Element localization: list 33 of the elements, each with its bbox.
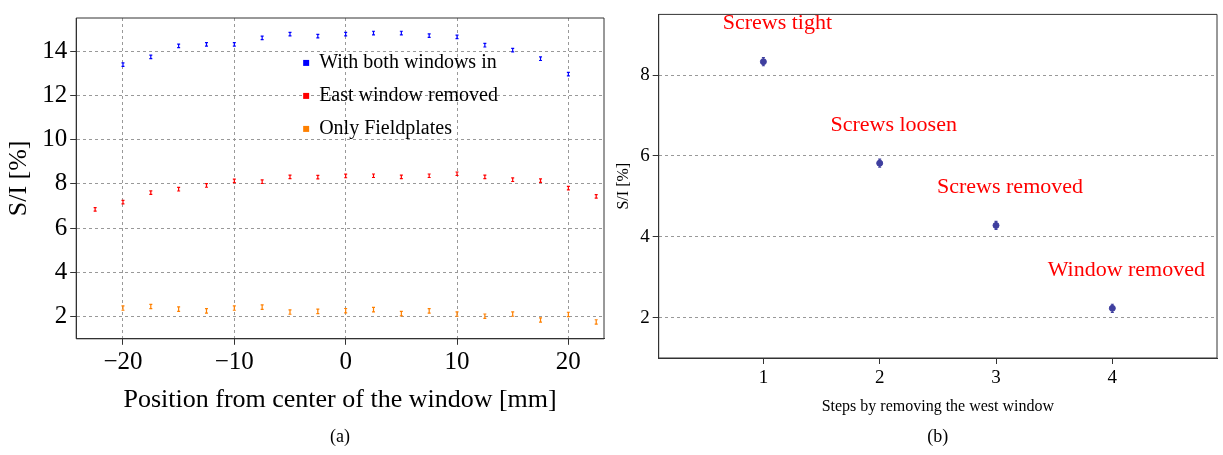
x-tick-label: 2 <box>874 366 885 388</box>
x-axis-title: Steps by removing the west window <box>821 396 1055 415</box>
y-tick-label: 2 <box>640 305 650 327</box>
y-axis-title: S/I [%] <box>3 140 33 217</box>
y-tick-label: 6 <box>54 212 68 240</box>
x-tick-label: 3 <box>991 366 1001 388</box>
legend-label: Only Fieldplates <box>319 116 453 140</box>
x-tick-label: 20 <box>555 347 581 375</box>
annotation: Screws removed <box>937 173 1084 199</box>
y-tick-label: 14 <box>42 35 68 63</box>
annotation: Window removed <box>1047 256 1205 282</box>
y-tick-label: 2 <box>54 301 68 329</box>
y-tick-label: 10 <box>42 124 68 152</box>
x-tick-label: −10 <box>214 347 254 375</box>
y-tick-label: 8 <box>54 168 68 196</box>
y-tick-label: 6 <box>640 143 650 165</box>
y-tick-label: 8 <box>640 63 650 85</box>
annotation: Screws loosen <box>830 110 957 136</box>
y-axis-title: S/I [%] <box>613 162 631 210</box>
x-tick-label: 10 <box>444 347 470 375</box>
x-axis-title: Position from center of the window [mm] <box>123 384 557 414</box>
x-tick-label: 0 <box>339 347 352 375</box>
annotation: Screws tight <box>722 9 833 35</box>
y-tick-label: 4 <box>54 256 68 284</box>
legend-label: With both windows in <box>319 50 497 73</box>
y-tick-label: 12 <box>42 80 68 107</box>
text: (a) <box>330 425 351 447</box>
x-tick-label: 4 <box>1107 366 1118 388</box>
x-tick-label: 1 <box>758 366 769 388</box>
y-tick-label: 4 <box>640 224 651 246</box>
legend-label: East window removed <box>319 83 499 106</box>
x-tick-label: −20 <box>103 347 143 375</box>
text: (b) <box>927 425 949 447</box>
